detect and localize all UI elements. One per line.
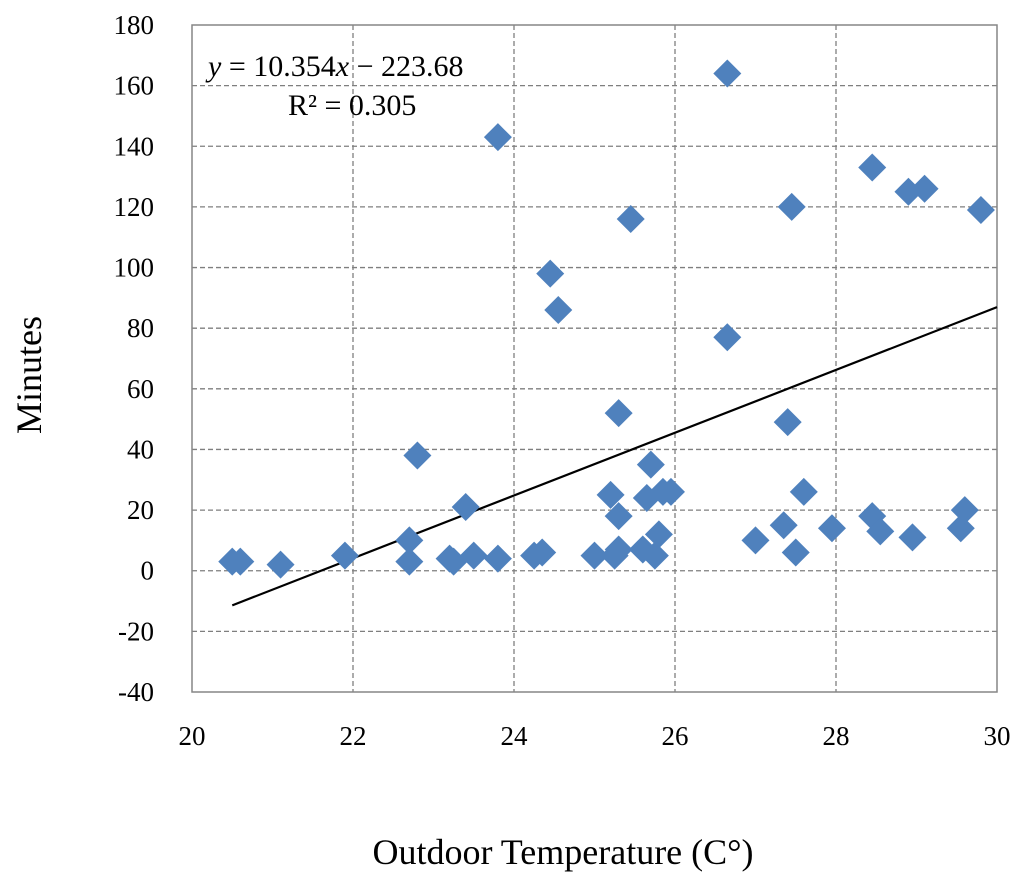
data-point [817,514,846,543]
data-point [226,547,255,576]
y-tick-label: -20 [118,616,154,646]
data-point [528,538,557,567]
data-point [858,153,887,182]
data-point [439,547,468,576]
gridlines [192,25,997,692]
y-tick-label: 20 [127,495,154,525]
y-tick-label: 0 [141,556,155,586]
y-tick-label: 140 [114,131,155,161]
data-point [604,399,633,428]
data-point [459,541,488,570]
x-tick-label: 30 [984,721,1011,751]
data-point [741,526,770,555]
y-tick-label: 100 [114,253,155,283]
x-tick-label: 26 [662,721,689,751]
x-tick-label: 28 [823,721,850,751]
data-point [395,526,424,555]
data-point [596,480,625,509]
data-point [604,535,633,564]
y-tick-label: 80 [127,313,154,343]
x-tick-label: 20 [179,721,206,751]
data-point [656,477,685,506]
data-point [773,408,802,437]
y-tick-label: 180 [114,10,155,40]
data-point [769,511,798,540]
y-tick-label: 120 [114,192,155,222]
data-point [789,477,818,506]
data-point [777,192,806,221]
x-tick-label: 22 [340,721,367,751]
x-axis-tick-labels: 20 22 24 26 28 30 [179,721,1011,751]
y-axis-title: Minutes [9,316,49,434]
equation-y-var: y [205,50,222,83]
data-point [483,123,512,152]
equation-intercept: − 223.68 [349,50,463,83]
data-point [266,550,295,579]
r-squared-label: R² = 0.305 [288,89,416,122]
data-point [966,195,995,224]
y-tick-label: -40 [118,677,154,707]
data-point [604,502,633,531]
data-point [713,323,742,352]
data-point [644,520,673,549]
data-point [950,496,979,525]
data-point [781,538,810,567]
data-point [403,441,432,470]
data-point [536,259,565,288]
data-point [946,514,975,543]
data-points [218,59,995,579]
y-tick-label: 60 [127,374,154,404]
data-point [713,59,742,88]
data-point [898,523,927,552]
y-tick-label: 40 [127,434,154,464]
data-point [636,450,665,479]
data-point [330,541,359,570]
equation-x-var: x [335,50,350,83]
data-point [640,541,669,570]
data-point [910,174,939,203]
data-point [616,205,645,234]
equation-coefficient: = 10.354 [221,50,335,83]
data-point [483,544,512,573]
x-tick-label: 24 [501,721,529,751]
data-point [866,517,895,546]
trendline-equation: y = 10.354x − 223.68 [205,50,464,83]
y-tick-label: 160 [114,71,155,101]
data-point [580,541,609,570]
data-point [544,295,573,324]
plot-area-border [191,24,998,693]
y-axis-tick-labels: -40 -20 0 20 40 60 80 100 120 140 160 180 [114,10,155,707]
trendline [231,306,998,607]
data-point [395,547,424,576]
x-axis-title: Outdoor Temperature (C°) [372,832,753,872]
data-point [451,493,480,522]
